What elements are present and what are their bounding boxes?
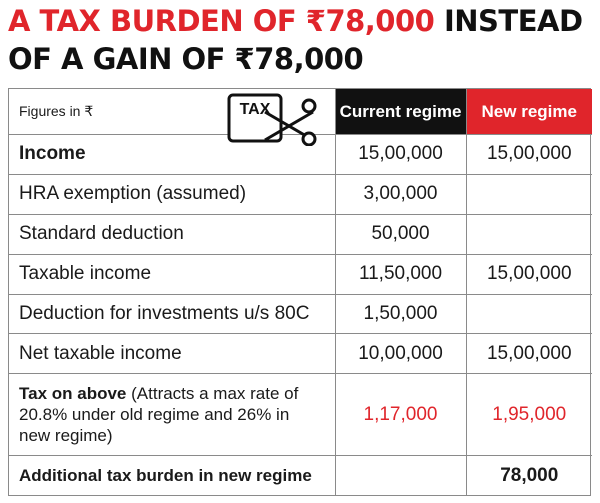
row-label: Additional tax burden in new regime	[9, 455, 336, 495]
row-current-value: 3,00,000	[334, 173, 467, 215]
table-header-row: Figures in ₹ TAX Current regime New regi…	[9, 89, 592, 146]
table-row: Net taxable income 10,00,000 15,00,000	[9, 333, 592, 375]
row-new-value: 78,000	[465, 455, 592, 495]
row-new-value: 15,00,000	[465, 333, 592, 375]
row-current-value: 11,50,000	[334, 253, 467, 295]
row-current-value: 50,000	[334, 213, 467, 255]
headline-line-1: A TAX BURDEN OF ₹78,000 INSTEAD	[8, 2, 592, 40]
headline-line-2: OF A GAIN OF ₹78,000	[8, 42, 364, 76]
row-new-value: 15,00,000	[465, 134, 592, 175]
row-current-value: 10,00,000	[334, 333, 467, 375]
figures-note: Figures in ₹	[19, 103, 94, 119]
row-current-value: 1,50,000	[334, 293, 467, 335]
tax-scissors-icon: TAX	[227, 93, 316, 146]
row-label: Income	[9, 134, 336, 175]
tax-comparison-table: Figures in ₹ TAX Current regime New regi…	[8, 88, 592, 496]
row-new-value: 1,95,000	[465, 373, 592, 457]
headline-black-inline: INSTEAD	[443, 4, 583, 38]
header-new-regime: New regime	[465, 89, 592, 135]
row-label: Standard deduction	[9, 213, 336, 255]
row-label: Deduction for investments u/s 80C	[9, 293, 336, 335]
tax-icon-label: TAX	[239, 101, 270, 118]
row-current-value	[334, 455, 467, 495]
table-row: Tax on above (Attracts a max rate of 20.…	[9, 373, 592, 457]
table-row: Standard deduction 50,000	[9, 213, 592, 255]
table-row: Additional tax burden in new regime 78,0…	[9, 455, 592, 495]
row-label: Taxable income	[9, 253, 336, 295]
row-current-value: 15,00,000	[334, 134, 467, 175]
row-new-value	[465, 213, 592, 255]
headline-red-text: A TAX BURDEN OF ₹78,000	[8, 4, 435, 38]
row-label: HRA exemption (assumed)	[9, 173, 336, 215]
row-label: Net taxable income	[9, 333, 336, 375]
headline: A TAX BURDEN OF ₹78,000 INSTEAD OF A GAI…	[8, 2, 592, 78]
row-label-note: (Attracts a max rate of 20.8% under old …	[19, 384, 299, 446]
row-label: Tax on above (Attracts a max rate of 20.…	[9, 373, 336, 457]
table-row: HRA exemption (assumed) 3,00,000	[9, 173, 592, 215]
header-current-regime: Current regime	[334, 89, 467, 135]
table-row: Income 15,00,000 15,00,000	[9, 134, 592, 175]
table-row: Deduction for investments u/s 80C 1,50,0…	[9, 293, 592, 335]
figures-note-cell: Figures in ₹ TAX	[9, 89, 336, 146]
row-new-value	[465, 173, 592, 215]
table-row: Taxable income 11,50,000 15,00,000	[9, 253, 592, 295]
row-label-main: Tax on above	[19, 384, 127, 404]
row-new-value: 15,00,000	[465, 253, 592, 295]
row-current-value: 1,17,000	[334, 373, 467, 457]
row-new-value	[465, 293, 592, 335]
